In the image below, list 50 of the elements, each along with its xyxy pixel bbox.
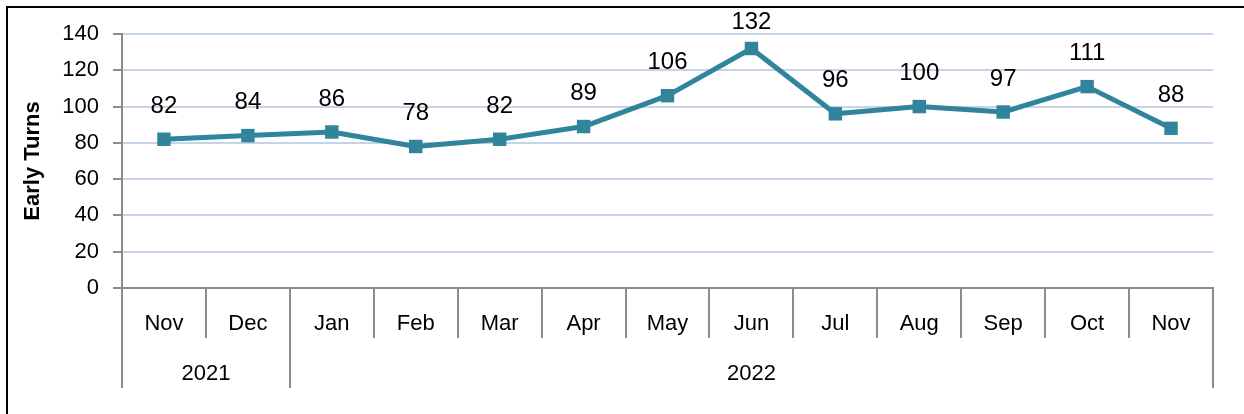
x-tick-label: Dec [228,310,268,336]
point [157,132,171,146]
data-label: 111 [1068,38,1106,66]
data-label: 89 [570,78,597,106]
y-tick-label: 100 [62,92,99,118]
x-tick-label: Apr [566,310,601,336]
point [241,128,255,143]
point [576,119,591,134]
point [744,41,759,56]
y-tick-label: 140 [62,20,99,46]
point [492,132,507,146]
data-label: 96 [821,65,849,93]
y-tick-label: 80 [74,128,99,154]
x-tick-label: Feb [396,310,435,336]
y-tick-label: 120 [62,56,99,82]
point [325,125,339,139]
x-tick-label: Nov [1151,310,1191,336]
x-tick-label: Sep [983,310,1023,336]
x-tick-label: Jul [821,310,850,336]
data-label: 100 [899,58,940,86]
y-tick-label: 20 [74,237,99,263]
point [409,139,423,154]
data-label: 88 [1157,79,1185,107]
x-tick-label: Jun [733,310,770,336]
y-tick-label: 40 [74,201,99,227]
x-tick-label: Oct [1070,310,1105,336]
data-label: 82 [150,90,178,118]
data-label: 106 [647,47,688,75]
text: 2021 [181,360,231,386]
data-label: 78 [402,98,430,126]
x-tick-label: Nov [144,310,184,336]
data-label: 86 [318,83,346,111]
point [828,107,843,121]
data-label: 97 [989,63,1017,91]
data-label: 84 [234,87,262,115]
point [1164,121,1178,136]
point [996,105,1010,119]
text: 2022 [726,360,776,386]
y-tick-label: 60 [74,165,99,191]
data-label: 132 [731,6,772,34]
point [660,88,675,103]
point [1080,79,1094,94]
x-tick-label: May [646,310,689,336]
point [912,99,926,114]
x-tick-label: Mar [480,310,519,336]
y-axis-title: Early Turns [19,101,45,221]
x-tick-label: Aug [899,310,939,336]
x-tick-label: Jan [314,310,350,336]
data-label: 82 [486,90,514,118]
y-tick-label: 0 [86,274,99,300]
